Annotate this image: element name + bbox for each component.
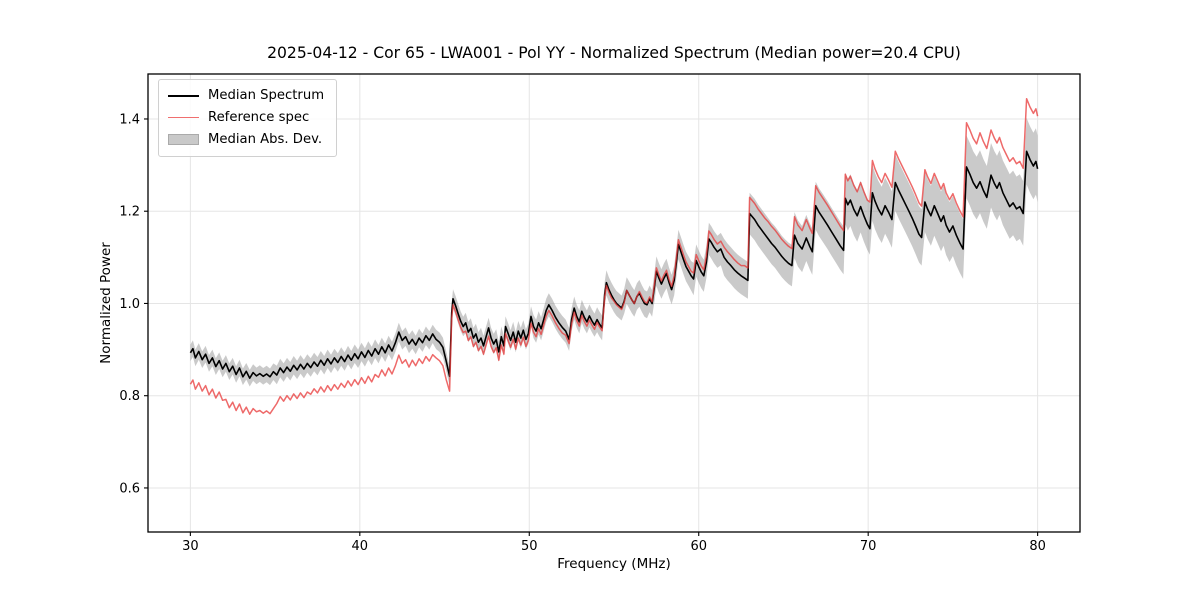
x-tick-label: 80 [1029, 539, 1046, 554]
x-tick-label: 50 [521, 539, 538, 554]
reference-spec-line [189, 97, 1039, 415]
y-tick-label: 1.2 [119, 205, 140, 220]
x-axis-label: Frequency (MHz) [557, 556, 671, 572]
legend-label: Reference spec [208, 110, 310, 125]
y-tick-label: 0.6 [119, 481, 140, 496]
legend-item-reference-spec: Reference spec [168, 109, 324, 126]
median-spectrum-line [189, 150, 1039, 380]
mad-band-swatch-icon [168, 134, 199, 145]
reference-line-swatch-icon [168, 117, 199, 118]
y-tick-label: 0.8 [119, 389, 140, 404]
x-tick-label: 30 [182, 539, 199, 554]
x-tick-label: 70 [860, 539, 877, 554]
page-title: 2025-04-12 - Cor 65 - LWA001 - Pol YY - … [267, 44, 961, 62]
y-tick-label: 1.4 [119, 112, 140, 127]
mad-band [190, 118, 1038, 387]
legend-label: Median Abs. Dev. [208, 132, 323, 147]
x-tick-label: 60 [690, 539, 707, 554]
median-line-swatch-icon [168, 94, 199, 97]
x-tick-label: 40 [352, 539, 369, 554]
legend-item-median-spectrum: Median Spectrum [168, 87, 324, 104]
legend-item-median-abs-dev: Median Abs. Dev. [168, 131, 324, 148]
legend-label: Median Spectrum [208, 88, 325, 103]
y-axis-label: Normalized Power [98, 242, 114, 364]
legend: Median Spectrum Reference spec Median Ab… [158, 79, 338, 157]
y-tick-label: 1.0 [119, 297, 140, 312]
